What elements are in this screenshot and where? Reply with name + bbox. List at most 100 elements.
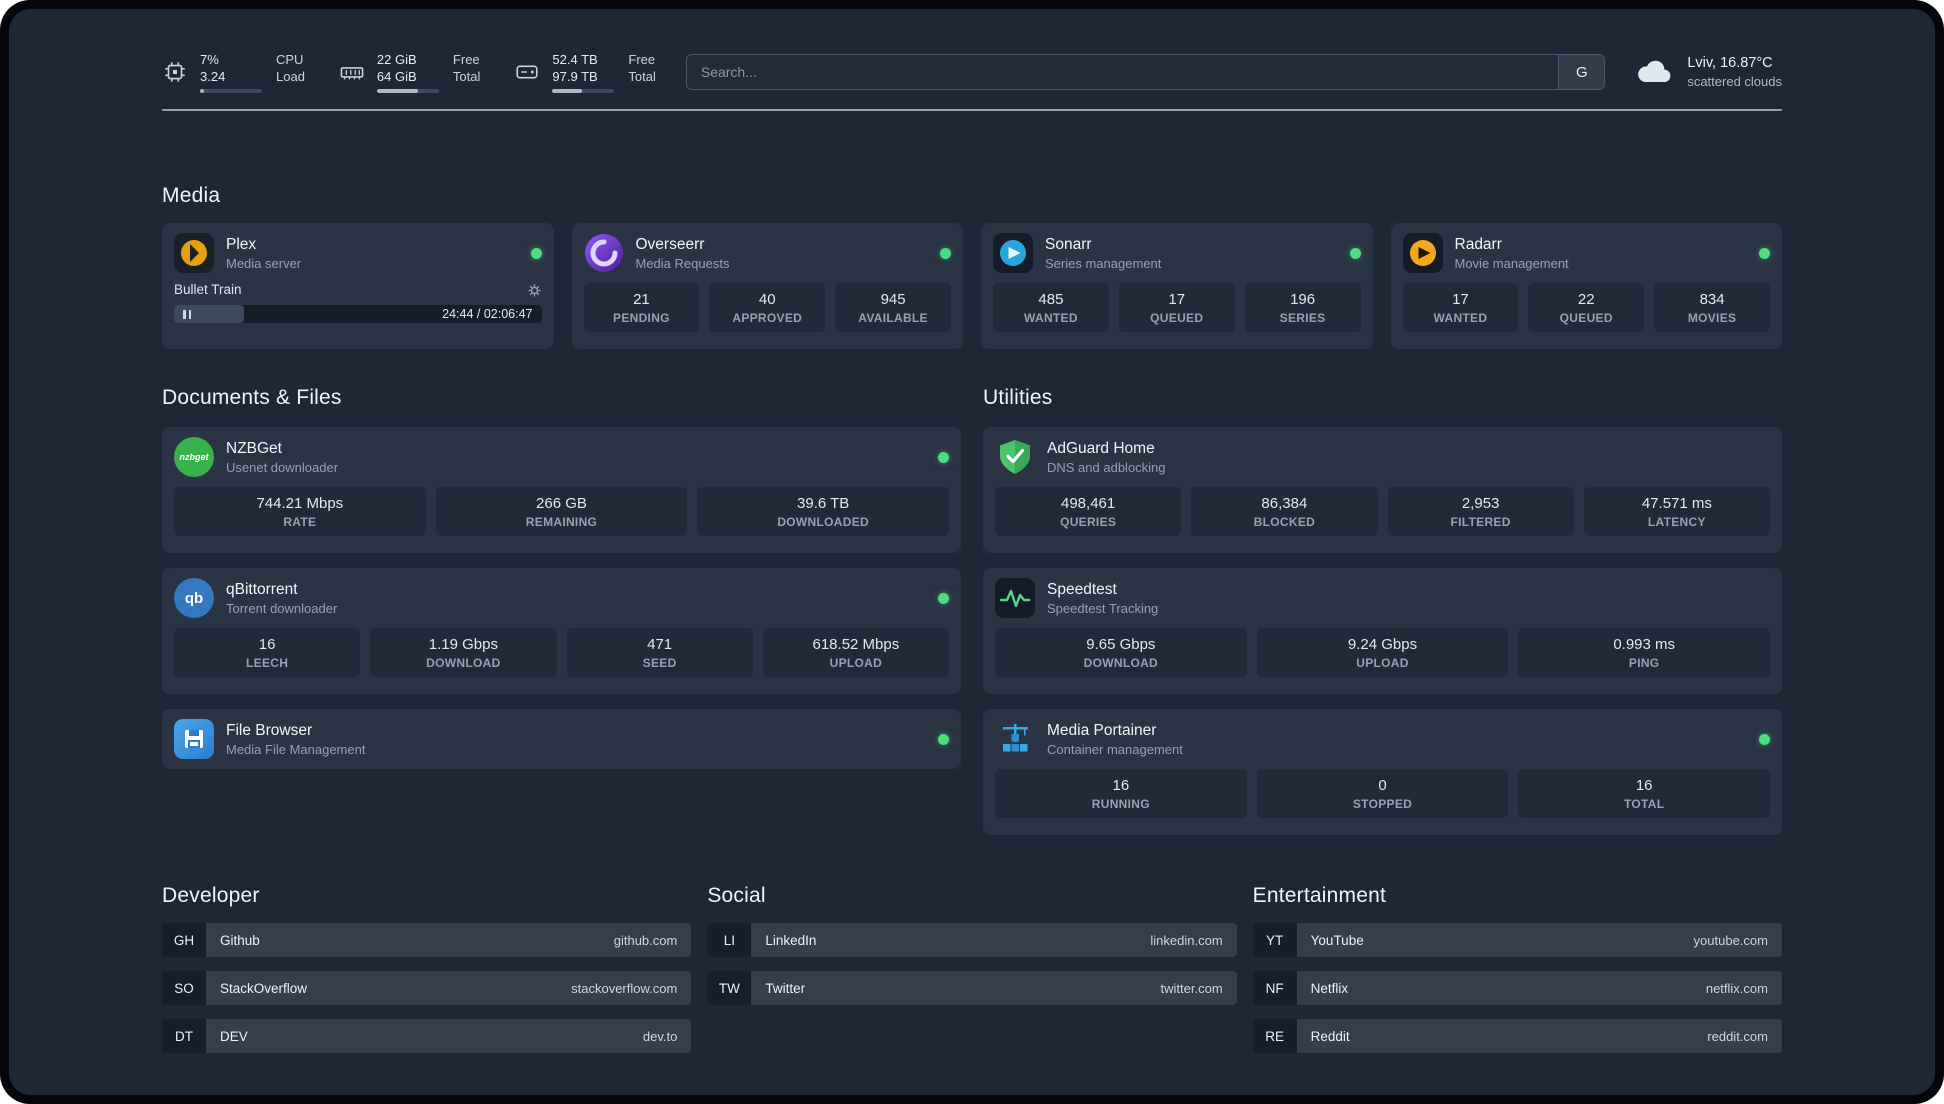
- bookmark-netflix[interactable]: NF Netflix netflix.com: [1252, 971, 1782, 1005]
- service-name: Speedtest: [1047, 580, 1117, 598]
- stat-tile: 39.6 TB DOWNLOADED: [697, 487, 949, 536]
- cpu-label-top: CPU: [276, 52, 304, 67]
- cpu-widget: 7% 3.24 CPU Load: [162, 51, 305, 93]
- stat-tile: 834 MOVIES: [1654, 283, 1770, 332]
- bookmark-abbr: TW: [707, 971, 752, 1005]
- service-card-portainer[interactable]: Media Portainer Container management 16 …: [983, 709, 1782, 835]
- bookmark-github[interactable]: GH Github github.com: [162, 923, 692, 957]
- service-desc: Media Requests: [635, 255, 730, 271]
- disk-total: 97.9 TB: [552, 69, 598, 84]
- stat-tile: 618.52 Mbps UPLOAD: [762, 628, 949, 677]
- adguard-icon: [995, 437, 1035, 477]
- status-dot: [938, 733, 949, 745]
- stat-tile: 498,461 QUERIES: [995, 487, 1182, 536]
- service-card-adguard[interactable]: AdGuard Home DNS and adblocking 498,461 …: [983, 427, 1782, 553]
- bookmark-stackoverflow[interactable]: SO StackOverflow stackoverflow.com: [162, 971, 692, 1005]
- service-card-radarr[interactable]: Radarr Movie management 17 WANTED 22 QUE…: [1390, 223, 1782, 349]
- stat-tile: 196 SERIES: [1244, 283, 1361, 332]
- service-card-overseerr[interactable]: Overseerr Media Requests 21 PENDING 40 A…: [571, 223, 963, 349]
- bookmark-twitter[interactable]: TW Twitter twitter.com: [707, 971, 1237, 1005]
- now-playing-widget: Bullet Train 24:44 / 02:06:47: [174, 281, 542, 323]
- section-utilities: Utilities AdGuard Home: [983, 385, 1782, 835]
- sonarr-icon: [993, 233, 1033, 273]
- section-title-social: Social: [707, 884, 766, 907]
- stat-tile: 47.571 ms LATENCY: [1583, 487, 1770, 536]
- service-desc: Series management: [1045, 255, 1162, 271]
- service-name: Plex: [226, 235, 257, 253]
- bookmark-youtube[interactable]: YT YouTube youtube.com: [1252, 923, 1782, 957]
- weather-location: Lviv, 16.87°C: [1687, 55, 1773, 71]
- service-name: Sonarr: [1045, 235, 1092, 253]
- service-name: Overseerr: [635, 235, 705, 253]
- topbar-divider: [162, 109, 1782, 111]
- memory-label-top: Free: [452, 52, 480, 67]
- stat-tile: 9.65 Gbps DOWNLOAD: [995, 628, 1247, 677]
- gear-icon[interactable]: [527, 283, 542, 298]
- service-name: qBittorrent: [226, 580, 298, 598]
- bookmark-group-developer: Developer GH Github github.com SO StackO…: [162, 883, 692, 1053]
- disk-free: 52.4 TB: [552, 52, 598, 67]
- pause-icon[interactable]: [183, 309, 191, 319]
- disk-widget: 52.4 TB 97.9 TB Free Total: [514, 51, 656, 93]
- section-title-entertainment: Entertainment: [1252, 884, 1386, 907]
- stat-tile: 17 QUEUED: [1118, 283, 1235, 332]
- service-card-sonarr[interactable]: Sonarr Series management 485 WANTED 17 Q…: [981, 223, 1373, 349]
- cpu-percent: 7%: [200, 52, 219, 67]
- stat-tile: 16 LEECH: [174, 628, 361, 677]
- service-desc: Movie management: [1454, 255, 1569, 271]
- service-desc: Container management: [1047, 741, 1183, 757]
- service-desc: Media File Management: [226, 741, 366, 757]
- section-title-developer: Developer: [162, 884, 260, 907]
- bookmark-linkedin[interactable]: LI LinkedIn linkedin.com: [707, 923, 1237, 957]
- seek-bar[interactable]: 24:44 / 02:06:47: [174, 305, 542, 323]
- bookmark-dev[interactable]: DT DEV dev.to: [162, 1019, 692, 1053]
- bookmark-abbr: LI: [707, 923, 752, 957]
- memory-total: 64 GiB: [376, 69, 417, 84]
- qbittorrent-icon: qb: [174, 578, 214, 618]
- cpu-progress-bar: [200, 89, 262, 93]
- service-card-speedtest[interactable]: Speedtest Speedtest Tracking 9.65 Gbps D…: [983, 568, 1782, 694]
- memory-free: 22 GiB: [376, 52, 417, 67]
- section-media: Media Plex Media server: [162, 183, 1782, 349]
- service-name: Media Portainer: [1047, 721, 1157, 739]
- service-desc: Usenet downloader: [226, 459, 339, 475]
- stat-tile: 22 QUEUED: [1528, 283, 1645, 332]
- cpu-load-avg: 3.24: [200, 69, 226, 84]
- bookmark-abbr: DT: [162, 1019, 206, 1053]
- service-desc: Speedtest Tracking: [1047, 600, 1159, 616]
- service-desc: Media server: [226, 255, 302, 271]
- service-card-nzbget[interactable]: nzbget NZBGet Usenet downloader 744.21 M…: [162, 427, 961, 553]
- resource-widgets: 7% 3.24 CPU Load: [162, 51, 656, 93]
- cloud-icon: [1635, 57, 1675, 87]
- section-title-utilities: Utilities: [983, 386, 1053, 409]
- status-dot: [1759, 733, 1770, 745]
- service-card-plex[interactable]: Plex Media server Bullet Train: [162, 223, 554, 349]
- status-dot: [1349, 247, 1361, 259]
- bookmark-reddit[interactable]: RE Reddit reddit.com: [1252, 1019, 1782, 1053]
- bookmark-abbr: YT: [1252, 923, 1297, 957]
- status-dot: [530, 247, 542, 259]
- stat-tile: 1.19 Gbps DOWNLOAD: [370, 628, 557, 677]
- stat-tile: 86,384 BLOCKED: [1191, 487, 1378, 536]
- portainer-icon: [995, 719, 1035, 759]
- search-provider-button[interactable]: G: [1558, 55, 1605, 89]
- search-input[interactable]: [686, 55, 1559, 89]
- stat-tile: 16 RUNNING: [995, 769, 1247, 818]
- now-playing-title: Bullet Train: [174, 282, 242, 297]
- stat-tile: 471 SEED: [566, 628, 753, 677]
- cpu-icon: [162, 59, 188, 85]
- service-card-filebrowser[interactable]: File Browser Media File Management: [162, 709, 961, 769]
- memory-icon: [339, 59, 365, 85]
- search-bar: G: [685, 54, 1606, 90]
- service-card-qbittorrent[interactable]: qb qBittorrent Torrent downloader 16 LEE…: [162, 568, 961, 694]
- bookmark-abbr: NF: [1252, 971, 1297, 1005]
- bookmark-group-social: Social LI LinkedIn linkedin.com TW Twitt…: [707, 883, 1237, 1005]
- memory-progress-bar: [376, 89, 439, 93]
- cpu-label-bottom: Load: [276, 69, 305, 84]
- nzbget-icon: nzbget: [174, 437, 214, 477]
- service-name: Radarr: [1454, 235, 1502, 253]
- stat-tile: 485 WANTED: [993, 283, 1109, 332]
- weather-widget[interactable]: Lviv, 16.87°C scattered clouds: [1635, 54, 1782, 90]
- stat-tile: 0 STOPPED: [1256, 769, 1509, 818]
